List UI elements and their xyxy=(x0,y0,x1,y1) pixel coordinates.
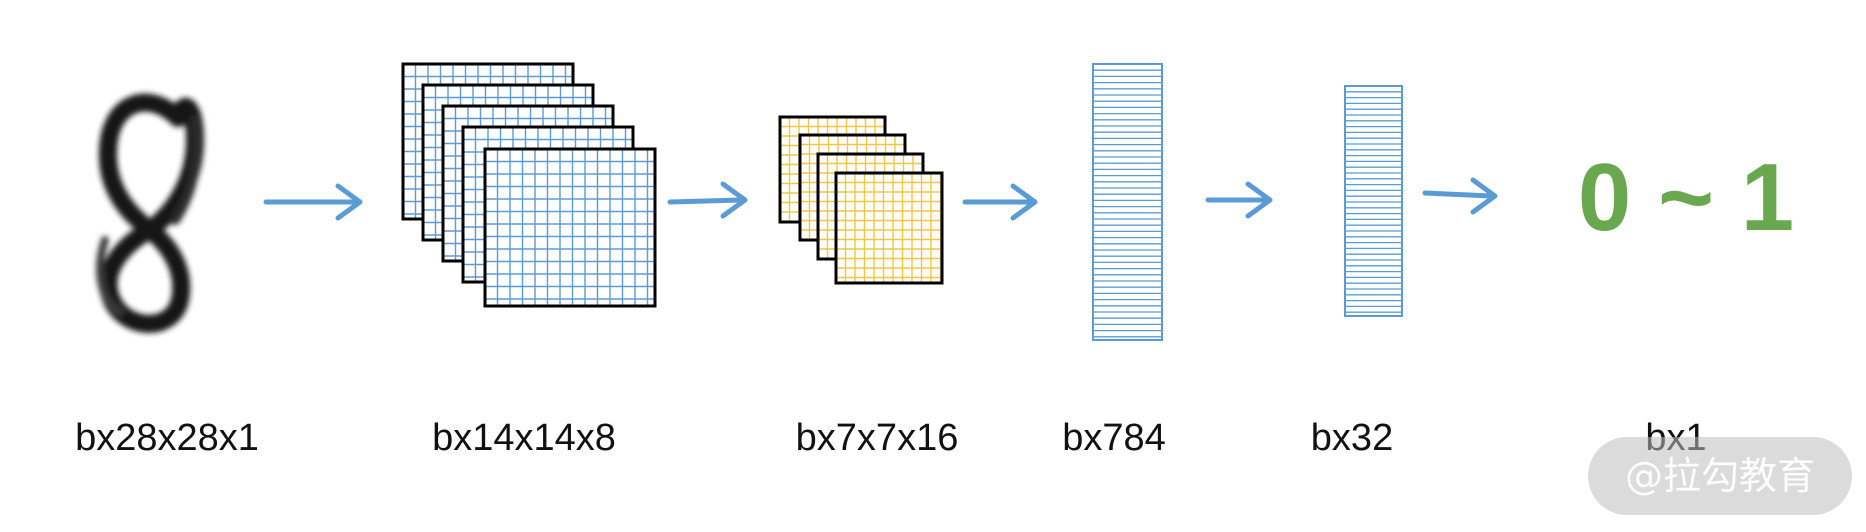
arrow-right-icon xyxy=(1205,181,1273,219)
flatten-bar xyxy=(1092,63,1163,341)
arrow-right-icon xyxy=(1422,177,1498,215)
conv1-feature-map xyxy=(483,147,657,308)
dense-bar xyxy=(1344,85,1403,317)
arrow-right-icon xyxy=(962,183,1038,221)
label-conv2: bx7x7x16 xyxy=(795,417,959,459)
conv1-feature-maps xyxy=(401,62,657,308)
arrow-right-icon xyxy=(667,181,748,219)
dense-vector xyxy=(1344,85,1403,317)
label-input: bx28x28x1 xyxy=(75,417,259,459)
arrows-group xyxy=(263,177,1498,221)
output-range: 0 ~ 1 xyxy=(1577,144,1795,251)
label-dense: bx32 xyxy=(1310,417,1394,459)
conv2-feature-map xyxy=(834,171,944,285)
watermark: @拉勾教育 xyxy=(1588,437,1852,515)
arrow-right-icon xyxy=(263,183,363,221)
flatten-vector xyxy=(1092,63,1163,341)
label-conv1: bx14x14x8 xyxy=(432,417,616,459)
conv2-feature-maps xyxy=(778,115,944,285)
handwritten-digit-8-icon xyxy=(96,93,204,333)
label-flatten: bx784 xyxy=(1062,417,1166,459)
